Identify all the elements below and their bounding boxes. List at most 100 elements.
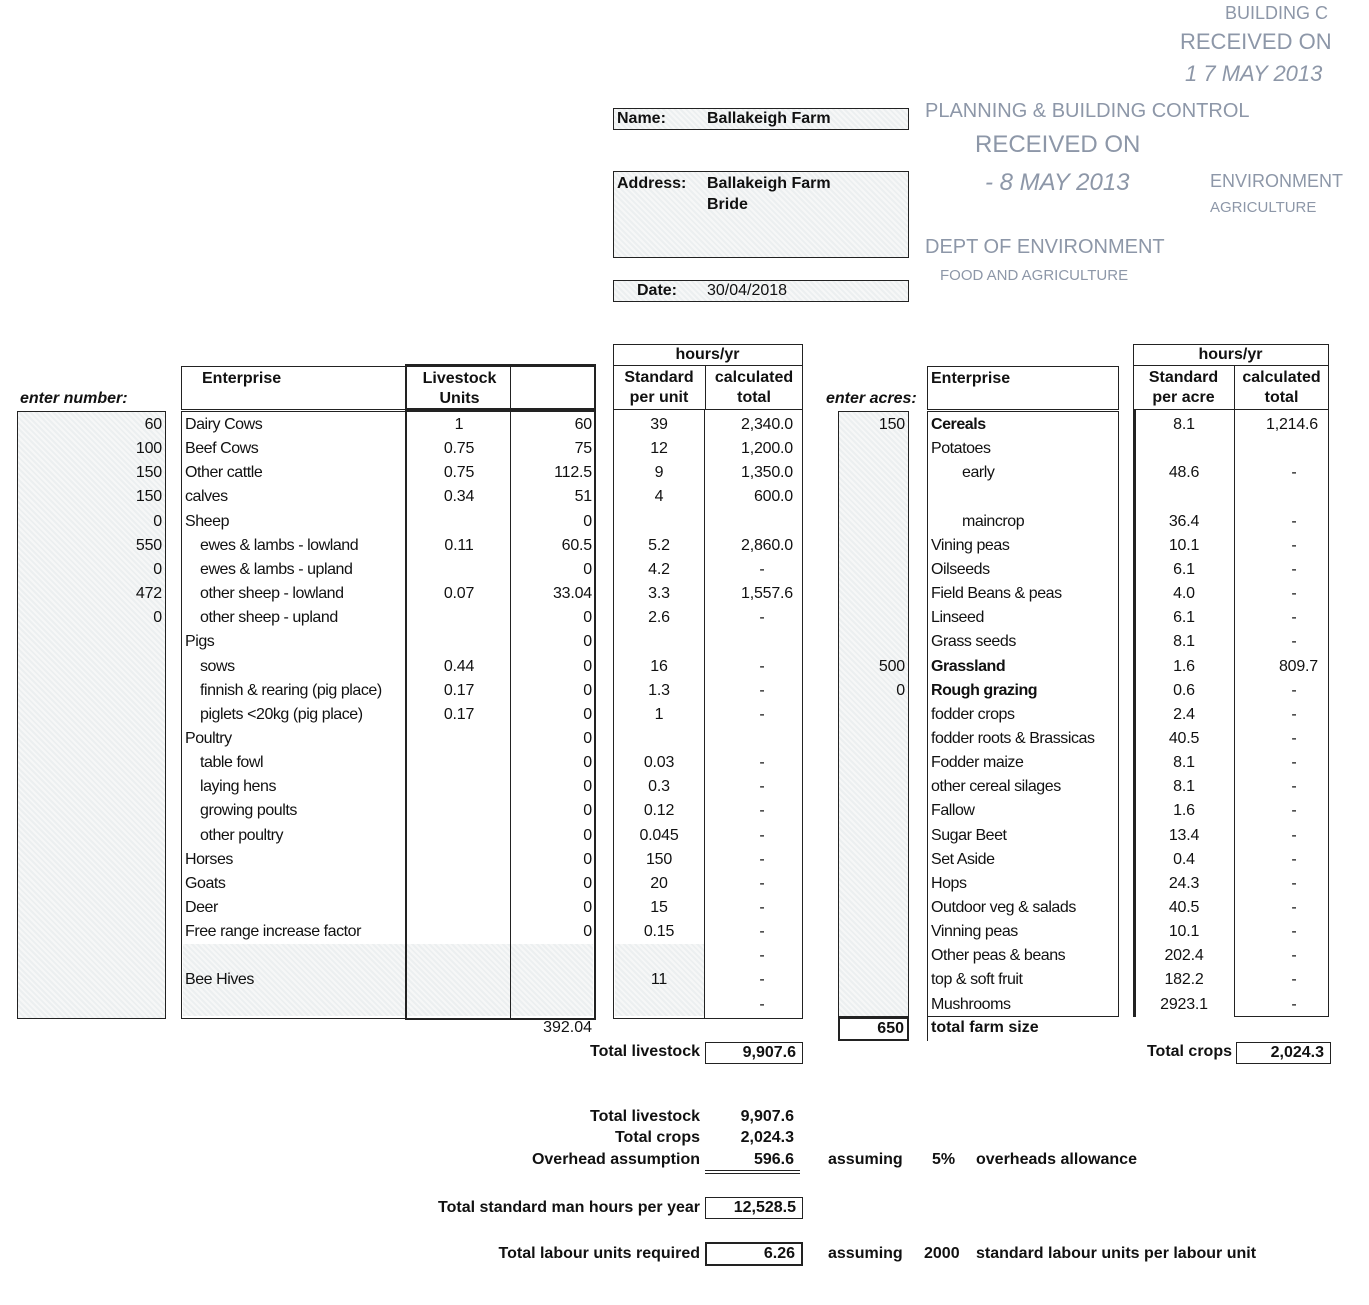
- overhead-text: overheads allowance: [976, 1151, 1137, 1168]
- livestock-enterprise: piglets <20kg (pig place): [200, 705, 363, 723]
- livestock-enterprise: calves: [185, 488, 228, 506]
- man-hours-label: Total standard man hours per year: [438, 1199, 700, 1216]
- crop-acres: 500: [878, 657, 905, 675]
- labour-units-label: Total labour units required: [498, 1245, 701, 1262]
- crop-enterprise: early: [962, 464, 995, 482]
- standard-per-unit: 4.2: [648, 560, 670, 578]
- standard-per-unit: 0.3: [648, 778, 670, 796]
- lu-header: Livestock Units: [405, 364, 596, 410]
- livestock-enterprise: other poultry: [200, 826, 284, 844]
- crop-calculated-total: -: [1291, 729, 1297, 747]
- summary-crops-label: Total crops: [614, 1129, 700, 1146]
- crop-acres: 150: [878, 416, 905, 433]
- standard-per-acre: 1.6: [1173, 802, 1195, 820]
- standard-per-unit: 0.045: [639, 826, 679, 844]
- name-label: Name:: [617, 110, 666, 127]
- stamp-dept-text: DEPT OF ENVIRONMENT: [925, 236, 1165, 258]
- standard-per-unit: 20: [650, 874, 668, 892]
- stamp2-date-text: 1 7 MAY 2013: [1185, 61, 1323, 86]
- farm-size-label: total farm size: [931, 1019, 1039, 1036]
- livestock-units: 0.17: [443, 681, 475, 699]
- std-header-1: Standard: [624, 369, 694, 386]
- name-field[interactable]: Name: Ballakeigh Farm: [613, 108, 909, 130]
- livestock-enterprise: Goats: [185, 874, 226, 892]
- stamp-received-text: RECEIVED ON: [975, 131, 1141, 158]
- lu-columns: [405, 409, 596, 1020]
- crop-calc-column: [1234, 409, 1329, 1017]
- standard-per-unit: 0.03: [643, 754, 675, 772]
- livestock-units-total: 0: [583, 899, 592, 916]
- crop-calc-header-1: calculated: [1242, 369, 1321, 386]
- livestock-units-total: 0: [583, 754, 592, 772]
- crop-enterprise: Vining peas: [931, 536, 1010, 554]
- livestock-units-total: 0: [583, 681, 592, 699]
- calculated-total: -: [759, 560, 765, 578]
- crop-enterprise: Oilseeds: [931, 560, 990, 578]
- standard-per-acre: 24.3: [1168, 874, 1200, 892]
- standard-per-acre: 10.1: [1168, 536, 1200, 554]
- name-value: Ballakeigh Farm: [707, 110, 831, 127]
- crop-enterprise: Other peas & beans: [931, 947, 1066, 965]
- crop-enterprise-header: Enterprise: [931, 370, 1011, 387]
- crops-header: Enterprise: [927, 366, 1119, 410]
- enterprise-header: Enterprise: [202, 370, 282, 387]
- standard-per-unit: 0.12: [643, 802, 675, 820]
- calculated-total: -: [759, 609, 765, 627]
- standard-per-acre: 8.1: [1173, 778, 1195, 796]
- livestock-shaded-rows: [183, 944, 593, 1016]
- standard-per-unit: 3.3: [648, 585, 670, 603]
- crop-calculated-total: -: [1291, 850, 1297, 868]
- crop-calculated-total: -: [1291, 633, 1297, 651]
- livestock-number-inputs[interactable]: [17, 411, 166, 1019]
- livestock-number: 0: [153, 512, 162, 530]
- farm-size-box: 650: [838, 1017, 909, 1041]
- crop-calculated-total: -: [1291, 947, 1297, 965]
- date-field[interactable]: Date: 30/04/2018: [613, 280, 909, 302]
- standard-per-acre: 2923.1: [1160, 995, 1208, 1013]
- standard-per-unit: 39: [650, 416, 668, 433]
- crop-acres-inputs[interactable]: [838, 411, 909, 1017]
- hours-header-text: hours/yr: [675, 346, 740, 363]
- crop-std-header-1: Standard: [1148, 369, 1219, 386]
- standard-per-acre: 8.1: [1173, 416, 1195, 433]
- standard-per-unit: 9: [654, 464, 664, 482]
- livestock-number: 472: [135, 585, 162, 603]
- livestock-enterprise: Bee Hives: [185, 971, 254, 989]
- livestock-units: 0.44: [443, 657, 475, 675]
- standard-per-unit: 11: [650, 971, 668, 989]
- calculated-total: -: [759, 681, 765, 699]
- livestock-enterprise: sows: [200, 657, 235, 675]
- address-field[interactable]: Address: Ballakeigh Farm Bride: [613, 171, 909, 258]
- stamp2-top-text: BUILDING C: [1225, 3, 1329, 23]
- crop-enterprise: Fodder maize: [931, 754, 1024, 772]
- livestock-units: 0.75: [443, 464, 475, 482]
- crop-enterprise: Fallow: [931, 802, 975, 820]
- total-crops-box: 2,024.3: [1236, 1042, 1331, 1064]
- crop-calculated-total: 1,214.6: [1266, 416, 1318, 433]
- total-livestock-value: 9,907.6: [742, 1044, 796, 1061]
- livestock-units-total: 112.5: [554, 464, 592, 482]
- standard-per-acre: 182.2: [1164, 971, 1204, 989]
- labour-text: standard labour units per labour unit: [976, 1245, 1257, 1262]
- calculated-total: -: [759, 778, 765, 796]
- standard-per-acre: 6.1: [1173, 560, 1195, 578]
- crop-acres: 0: [896, 681, 905, 699]
- stamp-food-text: FOOD AND AGRICULTURE: [940, 267, 1129, 284]
- summary-crops-value: 2,024.3: [740, 1129, 794, 1146]
- crop-calculated-total: -: [1291, 536, 1297, 554]
- livestock-enterprise: Free range increase factor: [185, 923, 361, 941]
- livestock-number: 150: [135, 488, 162, 506]
- livestock-enterprise: Beef Cows: [185, 440, 259, 458]
- livestock-units-total: 0: [583, 729, 592, 747]
- livestock-number: 0: [153, 560, 162, 578]
- crop-calculated-total: -: [1291, 923, 1297, 941]
- summary-overhead-value: 596.6: [753, 1151, 794, 1168]
- crop-std-calc-header: Standard per acre calculated total: [1133, 365, 1329, 410]
- enter-number-label: enter number:: [20, 390, 128, 407]
- calculated-total: -: [759, 874, 765, 892]
- man-hours-value: 12,528.5: [733, 1199, 796, 1216]
- crop-enterprise: top & soft fruit: [931, 971, 1023, 989]
- livestock-units-total: 0: [583, 923, 592, 941]
- livestock-enterprise: other sheep - upland: [200, 609, 338, 627]
- crops-table: [927, 411, 1119, 1017]
